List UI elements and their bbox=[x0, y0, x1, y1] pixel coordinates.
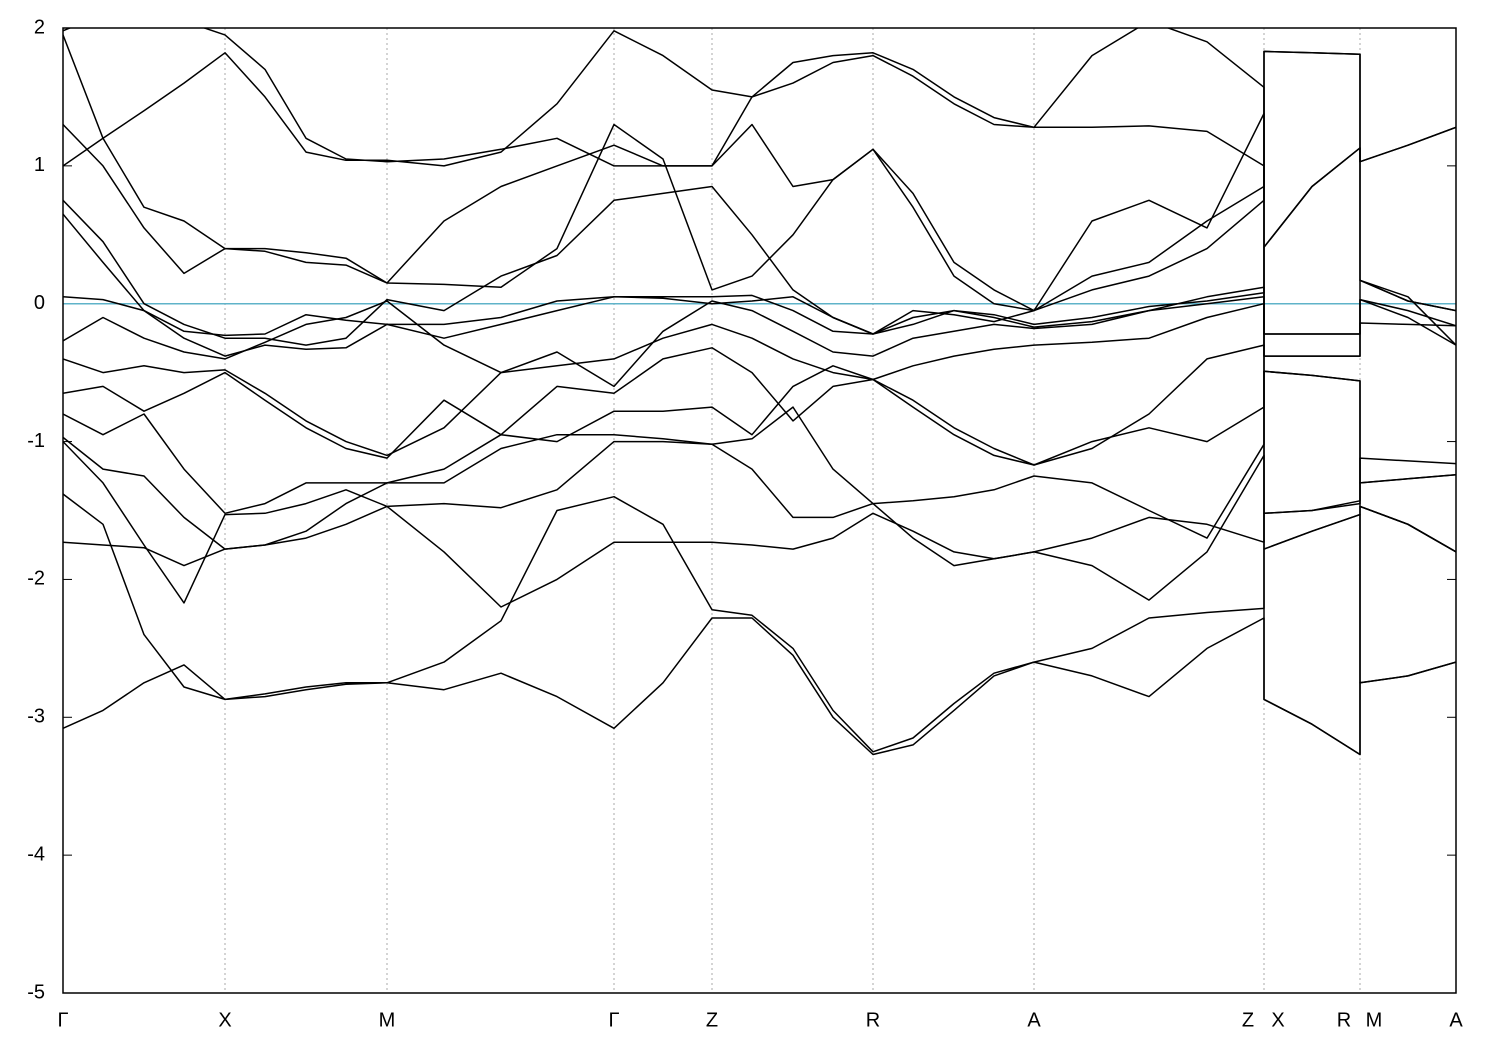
x-tick-label: R bbox=[1337, 1009, 1351, 1031]
y-tick-label: 2 bbox=[34, 16, 45, 38]
x-tick-label: R bbox=[866, 1009, 880, 1031]
x-tick-label: M bbox=[379, 1009, 396, 1031]
x-tick-label: X bbox=[1271, 1009, 1284, 1031]
x-tick-label: X bbox=[218, 1009, 231, 1031]
x-tick-label: Z bbox=[706, 1009, 718, 1031]
y-tick-label: -5 bbox=[27, 981, 45, 1003]
y-tick-label: -2 bbox=[27, 568, 45, 590]
x-tick-label: A bbox=[1027, 1009, 1041, 1031]
band-line bbox=[63, 28, 1456, 756]
bands bbox=[63, 28, 1456, 756]
x-tick-label: Γ bbox=[57, 1009, 68, 1031]
x-tick-label: M bbox=[1366, 1009, 1383, 1031]
x-tick-label: Γ bbox=[608, 1009, 619, 1031]
y-tick-label: -1 bbox=[27, 430, 45, 452]
y-tick-label: 0 bbox=[34, 292, 45, 314]
y-tick-label: -3 bbox=[27, 706, 45, 728]
plot-frame bbox=[62, 27, 1457, 994]
y-tick-label: -4 bbox=[27, 843, 45, 865]
y-tick-label: 1 bbox=[34, 154, 45, 176]
x-tick-label: Z bbox=[1242, 1009, 1254, 1031]
x-tick-label: A bbox=[1449, 1009, 1463, 1031]
